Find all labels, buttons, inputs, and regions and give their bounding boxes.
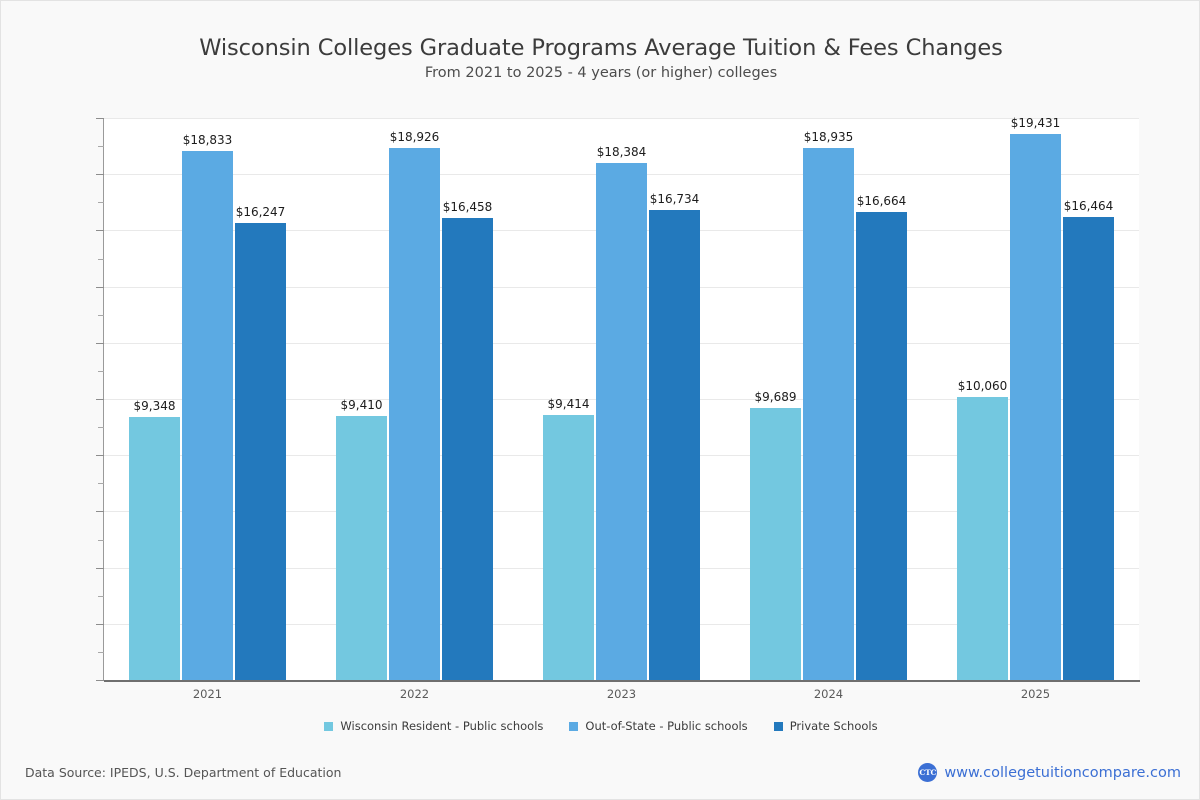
bar[interactable]: [596, 163, 647, 680]
y-axis-tick: [96, 455, 104, 457]
y-axis-tick: [96, 342, 104, 344]
bar-value-label: $16,664: [856, 193, 907, 208]
bar[interactable]: [649, 209, 700, 680]
bar-value-label: $16,247: [235, 205, 286, 220]
bar[interactable]: [235, 223, 286, 680]
y-axis-tick: [96, 230, 104, 232]
legend-swatch-icon: [569, 721, 579, 731]
bar[interactable]: [1063, 217, 1114, 680]
bar-value-label: $18,935: [803, 129, 854, 144]
legend-label: Wisconsin Resident - Public schools: [340, 719, 544, 733]
y-axis-tick: [96, 399, 104, 400]
bar-value-label: $19,431: [1010, 115, 1061, 130]
y-axis-minor-tick: [98, 370, 104, 372]
legend-label: Private Schools: [789, 719, 878, 733]
y-axis-tick: [96, 118, 104, 119]
bar[interactable]: [750, 407, 801, 680]
bar-value-label: $9,689: [754, 389, 797, 404]
x-axis-label: 2024: [813, 687, 844, 701]
brand-link[interactable]: CTC www.collegetuitioncompare.com: [918, 763, 1181, 782]
bar-value-label: $10,060: [957, 379, 1008, 394]
brand-url-label: www.collegetuitioncompare.com: [944, 764, 1181, 781]
bar-value-label: $16,734: [649, 191, 700, 206]
bar-value-label: $18,833: [182, 132, 233, 147]
x-axis-label: 2022: [399, 687, 430, 701]
bar[interactable]: [1010, 133, 1061, 680]
y-axis-minor-tick: [98, 595, 104, 597]
bar[interactable]: [182, 150, 233, 680]
y-axis-minor-tick: [98, 651, 104, 653]
y-axis-minor-tick: [98, 146, 104, 148]
page-subtitle: From 2021 to 2025 - 4 years (or higher) …: [424, 65, 778, 81]
bar[interactable]: [442, 217, 493, 680]
y-axis-tick: [96, 567, 104, 569]
bar-value-label: $9,414: [547, 397, 590, 412]
legend-item[interactable]: Out-of-State - Public schools: [569, 719, 748, 733]
y-axis-minor-tick: [98, 539, 104, 541]
x-axis-line: [104, 680, 1140, 682]
bar[interactable]: [389, 148, 440, 680]
y-axis-minor-tick: [98, 202, 104, 204]
y-axis-tick: [96, 174, 104, 176]
legend-label: Out-of-State - Public schools: [585, 719, 748, 733]
y-axis-minor-tick: [98, 427, 104, 429]
legend-swatch-icon: [773, 721, 783, 731]
bar[interactable]: [856, 211, 907, 680]
bar-value-label: $18,384: [596, 145, 647, 160]
y-axis-minor-tick: [98, 314, 104, 316]
y-axis-tick: [96, 680, 104, 681]
bar[interactable]: [336, 415, 387, 680]
y-axis-tick: [96, 286, 104, 288]
legend-item[interactable]: Wisconsin Resident - Public schools: [324, 719, 543, 733]
bar[interactable]: [543, 415, 594, 680]
x-axis-label: 2021: [192, 687, 223, 701]
x-axis-label: 2023: [606, 687, 637, 701]
y-axis-tick: [96, 623, 104, 625]
data-source-text: Data Source: IPEDS, U.S. Department of E…: [25, 765, 342, 780]
ctc-logo-icon: CTC: [918, 763, 938, 782]
bar-value-label: $18,926: [389, 130, 440, 145]
bar-value-label: $16,464: [1063, 199, 1114, 214]
bar-value-label: $9,348: [133, 399, 176, 414]
y-axis-minor-tick: [98, 258, 104, 260]
bar[interactable]: [129, 417, 180, 680]
bar-value-label: $16,458: [442, 199, 493, 214]
bar-value-label: $9,410: [340, 397, 383, 412]
bar[interactable]: [803, 147, 854, 680]
legend-item[interactable]: Private Schools: [773, 719, 878, 733]
gridline: [104, 118, 1139, 119]
legend-swatch-icon: [324, 721, 334, 731]
page-title: Wisconsin Colleges Graduate Programs Ave…: [199, 35, 1003, 61]
y-axis-tick: [96, 511, 104, 513]
chart-legend: Wisconsin Resident - Public schools Out-o…: [1, 719, 1200, 733]
bar[interactable]: [957, 397, 1008, 680]
y-axis-minor-tick: [98, 483, 104, 485]
x-axis-label: 2025: [1020, 687, 1051, 701]
